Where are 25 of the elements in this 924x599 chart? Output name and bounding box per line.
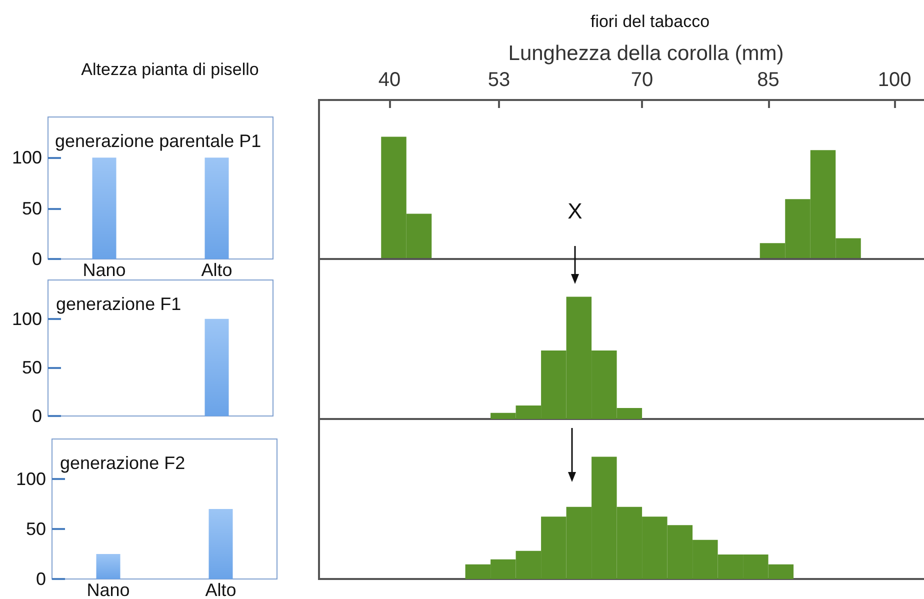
annotation: X: [568, 198, 583, 224]
x-tick-label: 40: [378, 69, 401, 91]
x-tick-label: Alto: [205, 580, 236, 599]
text: generazione F2: [60, 453, 186, 473]
x-tick-label: 85: [757, 69, 780, 91]
y-tick-label: 0: [36, 569, 46, 589]
y-tick-label: 50: [22, 198, 42, 218]
y-tick-label: 50: [26, 519, 46, 539]
y-tick-label: 0: [32, 249, 42, 269]
x-tick-label: Nano: [86, 580, 130, 599]
y-tick-label: 100: [16, 469, 46, 489]
y-tick-label: 100: [12, 308, 42, 329]
chart-title: Altezza pianta di pisello: [81, 60, 259, 79]
x-tick-label: 53: [488, 69, 510, 91]
x-tick-label: 100: [878, 69, 912, 91]
y-tick-label: 100: [12, 148, 42, 168]
y-tick-label: 50: [22, 357, 42, 378]
x-tick-label: Alto: [201, 260, 232, 280]
chart-title: fiori del tabacco: [590, 12, 710, 31]
x-tick-label: 70: [630, 69, 654, 91]
x-tick-label: Nano: [82, 260, 126, 280]
y-tick-label: 0: [32, 406, 42, 426]
x-axis-title: Lunghezza della corolla (mm): [508, 42, 784, 65]
text: generazione parentale P1: [55, 131, 262, 151]
text: generazione F1: [56, 294, 182, 314]
